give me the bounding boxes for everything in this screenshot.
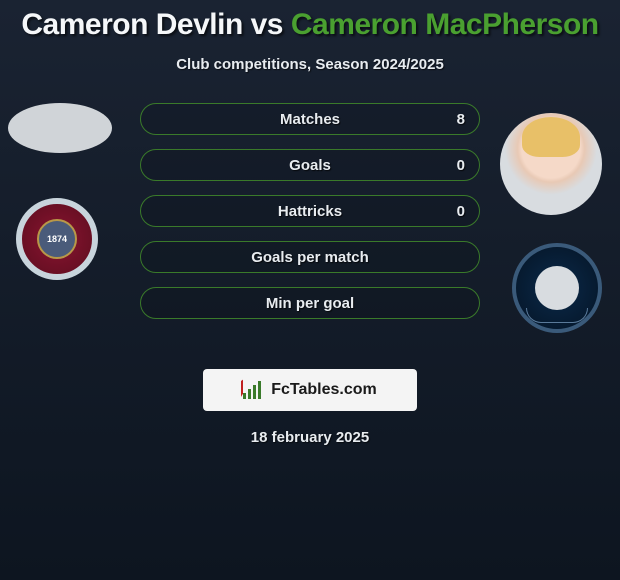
stat-value-goals: 0	[457, 157, 465, 174]
branding-text: FcTables.com	[271, 381, 377, 399]
player2-name: Cameron MacPherson	[291, 8, 599, 41]
stat-row: Goals 0	[140, 149, 480, 181]
date-label: 18 february 2025	[0, 429, 620, 446]
player1-avatar	[8, 103, 112, 153]
stat-row: Min per goal	[140, 287, 480, 319]
stat-label-matches: Matches	[280, 111, 340, 128]
stat-label-hattricks: Hattricks	[278, 203, 342, 220]
comparison-title: Cameron Devlin vs Cameron MacPherson	[0, 0, 620, 42]
club-founding-year: 1874	[47, 234, 67, 244]
player1-name: Cameron Devlin	[21, 8, 242, 41]
branding-badge: FcTables.com	[203, 369, 417, 411]
stat-value-matches: 8	[457, 111, 465, 128]
player2-club-crest	[512, 243, 602, 333]
subtitle: Club competitions, Season 2024/2025	[0, 56, 620, 73]
stat-label-goals: Goals	[289, 157, 331, 174]
content-area: 1874 Matches 8 Goals 0 Hattricks 0 Goals…	[0, 103, 620, 363]
vs-text: vs	[251, 8, 283, 41]
player2-avatar	[500, 113, 602, 215]
stat-label-min-per-goal: Min per goal	[266, 295, 354, 312]
stat-label-goals-per-match: Goals per match	[251, 249, 369, 266]
stats-list: Matches 8 Goals 0 Hattricks 0 Goals per …	[140, 103, 480, 333]
fctables-icon	[243, 381, 265, 399]
stat-row: Goals per match	[140, 241, 480, 273]
stat-row: Hattricks 0	[140, 195, 480, 227]
player1-club-crest: 1874	[16, 198, 98, 280]
stat-value-hattricks: 0	[457, 203, 465, 220]
stat-row: Matches 8	[140, 103, 480, 135]
